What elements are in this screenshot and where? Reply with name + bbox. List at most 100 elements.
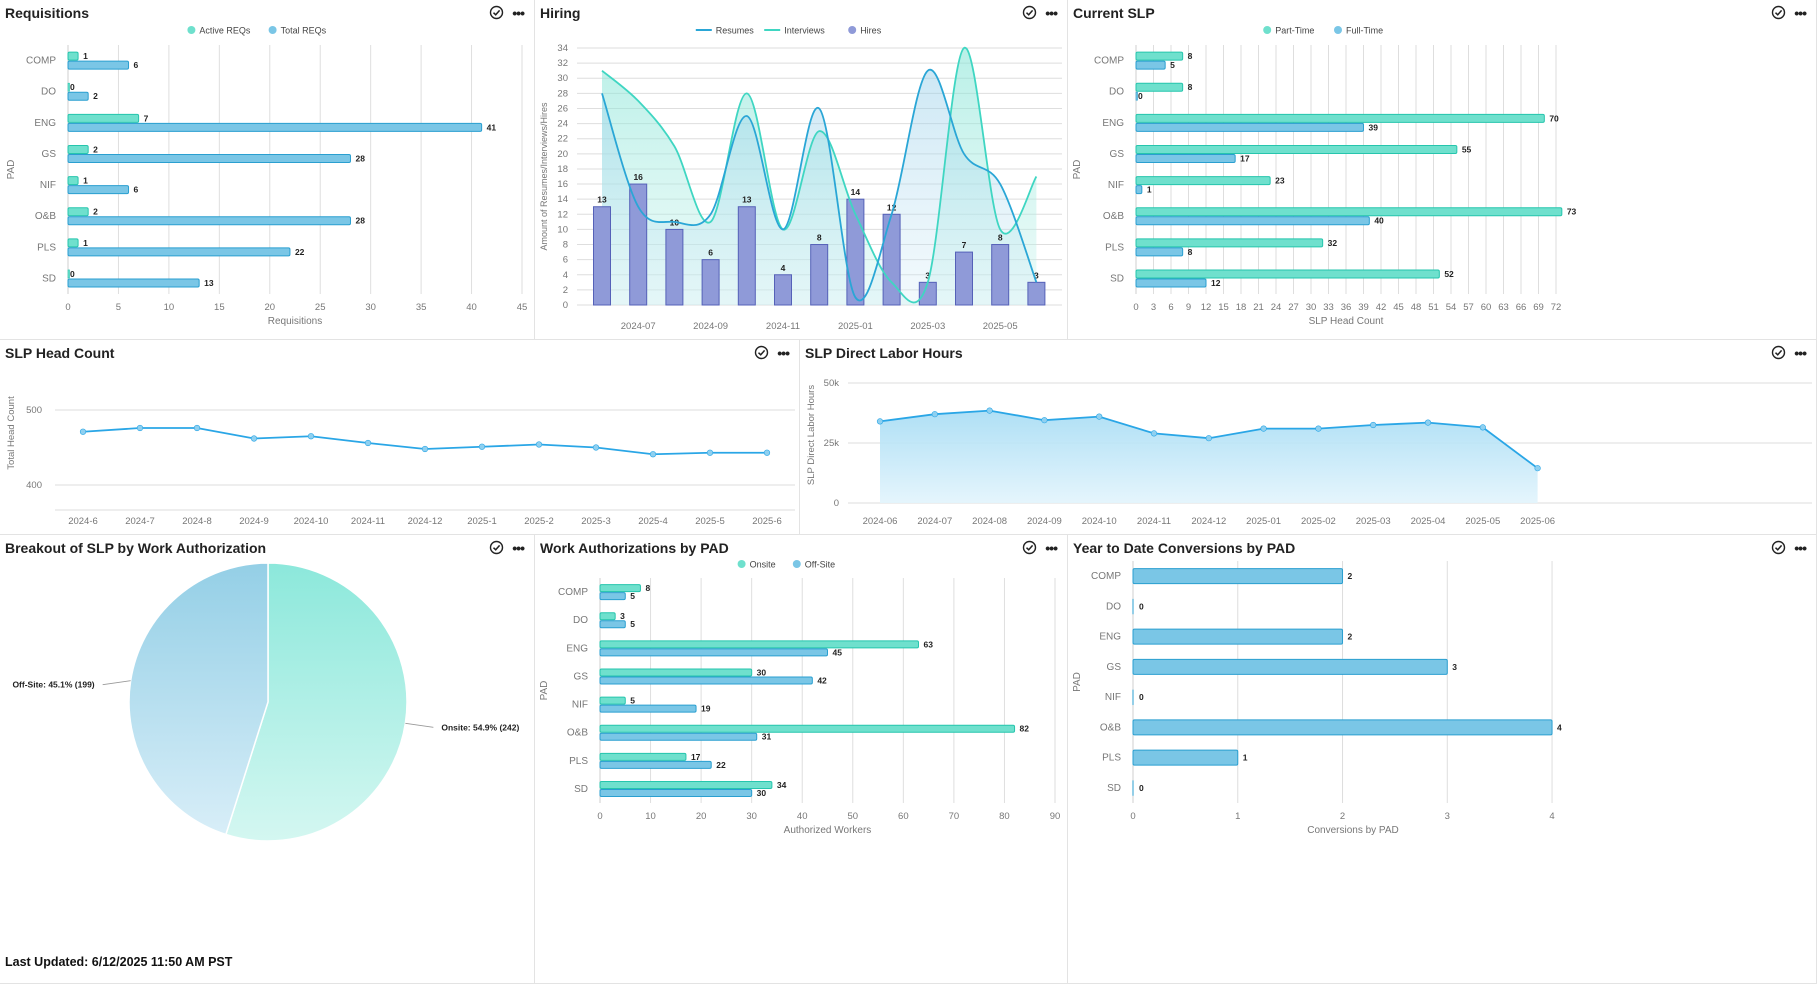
bar	[599, 592, 626, 601]
check-circle-icon[interactable]	[754, 345, 769, 360]
x-tick-label: 45	[1393, 302, 1404, 313]
more-options-icon[interactable]: •••	[777, 344, 790, 361]
legend-item: Onsite	[737, 560, 776, 570]
data-label: 70	[1549, 113, 1559, 123]
slp-direct-labor-chart: 0 25k 50k SLP Direct Labor Hours 2024-06 2024…	[806, 378, 1812, 527]
bar	[737, 206, 756, 306]
data-label: 8	[998, 233, 1003, 243]
check-circle-icon[interactable]	[1022, 5, 1037, 20]
bar	[1135, 60, 1166, 70]
leader-line	[102, 680, 131, 686]
data-label: 16	[633, 172, 643, 182]
data-label: 1	[1147, 185, 1152, 195]
more-options-icon[interactable]: •••	[1794, 344, 1807, 361]
data-point	[986, 407, 993, 414]
category-label: O&B	[35, 211, 56, 222]
slp-head-count-panel: SLP Head Count ••• 400 500 Total Head Coun…	[0, 340, 800, 535]
legend-item: Full-Time	[1334, 26, 1383, 36]
legend-label: Hires	[860, 26, 882, 36]
bar	[599, 696, 626, 705]
x-tick-label: 15	[214, 302, 225, 313]
data-point	[1315, 425, 1322, 432]
x-tick-label: 2025-4	[638, 516, 668, 527]
category-label: DO	[1109, 87, 1124, 98]
bar	[67, 278, 200, 288]
category-label: COMP	[1094, 56, 1124, 67]
legend-item: Total REQs	[268, 26, 327, 36]
requisitions-panel: Requisitions ••• 0 5 10 15 20 25 30 35 40 45 Requi…	[0, 0, 535, 340]
bar	[67, 269, 70, 279]
x-tick-label: 40	[797, 811, 808, 822]
x-tick-label: 40	[466, 302, 477, 313]
data-label: 28	[355, 153, 365, 163]
bar	[67, 207, 89, 217]
legend-item: Interviews	[764, 26, 825, 36]
check-circle-icon[interactable]	[1771, 540, 1786, 555]
check-circle-icon[interactable]	[1771, 5, 1786, 20]
more-options-icon[interactable]: •••	[1045, 4, 1058, 21]
data-label: 1	[83, 51, 88, 61]
pie-slice	[224, 562, 408, 842]
y-tick-label: 10	[557, 224, 568, 235]
check-circle-icon[interactable]	[489, 5, 504, 20]
bar	[67, 82, 70, 92]
data-point	[136, 424, 144, 432]
x-tick-label: 10	[164, 302, 175, 313]
data-label: 4	[781, 263, 786, 273]
data-point	[307, 433, 315, 440]
x-tick-label: 2025-03	[910, 321, 945, 332]
y-axis-title: PAD	[539, 681, 550, 701]
data-point	[1534, 465, 1541, 472]
data-label: 13	[597, 195, 607, 205]
category-label: O&B	[1100, 722, 1121, 733]
data-label: 28	[355, 216, 365, 226]
category-label: SD	[42, 273, 56, 284]
legend-label: Onsite	[750, 560, 776, 570]
data-point	[1096, 413, 1103, 420]
panel-title: Hiring	[540, 5, 581, 21]
data-point	[876, 418, 884, 425]
panel-title: SLP Direct Labor Hours	[805, 345, 963, 361]
x-tick-label: 2024-9	[239, 516, 269, 527]
y-axis-title: Total Head Count	[6, 396, 17, 470]
x-tick-label: 2025-2	[524, 516, 554, 527]
x-tick-label: 24	[1271, 302, 1282, 313]
category-label: GS	[1107, 662, 1122, 673]
slice-label: Onsite: 54.9% (242)	[441, 722, 519, 732]
bar	[882, 213, 901, 306]
more-options-icon[interactable]: •••	[512, 539, 525, 556]
x-tick-label: 25	[315, 302, 326, 313]
more-options-icon[interactable]: •••	[512, 4, 525, 21]
data-label: 3	[1034, 270, 1039, 280]
check-circle-icon[interactable]	[1771, 345, 1786, 360]
panel-title: SLP Head Count	[5, 345, 115, 361]
check-circle-icon[interactable]	[1022, 540, 1037, 555]
more-options-icon[interactable]: •••	[1045, 539, 1058, 556]
y-tick-label: 0	[834, 498, 839, 509]
y-axis-title: SLP Direct Labor Hours	[806, 385, 817, 485]
x-tick-label: 33	[1323, 302, 1334, 313]
x-tick-label: 48	[1411, 302, 1422, 313]
bar	[599, 760, 712, 769]
x-tick-label: 2025-3	[581, 516, 611, 527]
x-tick-label: 0	[1133, 302, 1138, 313]
check-circle-icon[interactable]	[489, 540, 504, 555]
data-label: 2	[1348, 571, 1353, 581]
data-point	[931, 411, 938, 418]
category-label: ENG	[566, 643, 588, 654]
y-axis-title: Amount of Resumes/Interviews/Hires	[539, 102, 549, 251]
data-label: 2	[93, 207, 98, 217]
bar	[67, 247, 291, 257]
bar	[701, 259, 720, 306]
more-options-icon[interactable]: •••	[1794, 4, 1807, 21]
bar	[1135, 278, 1207, 288]
y-tick-label: 30	[557, 73, 568, 84]
x-tick-label: 42	[1376, 302, 1387, 313]
last-updated-label: Last Updated: 6/12/2025 11:50 AM PST	[5, 955, 233, 969]
bar	[629, 183, 648, 306]
x-tick-label: 50	[847, 811, 858, 822]
more-options-icon[interactable]: •••	[1794, 539, 1807, 556]
data-point	[1479, 424, 1486, 431]
bar	[1135, 153, 1236, 163]
